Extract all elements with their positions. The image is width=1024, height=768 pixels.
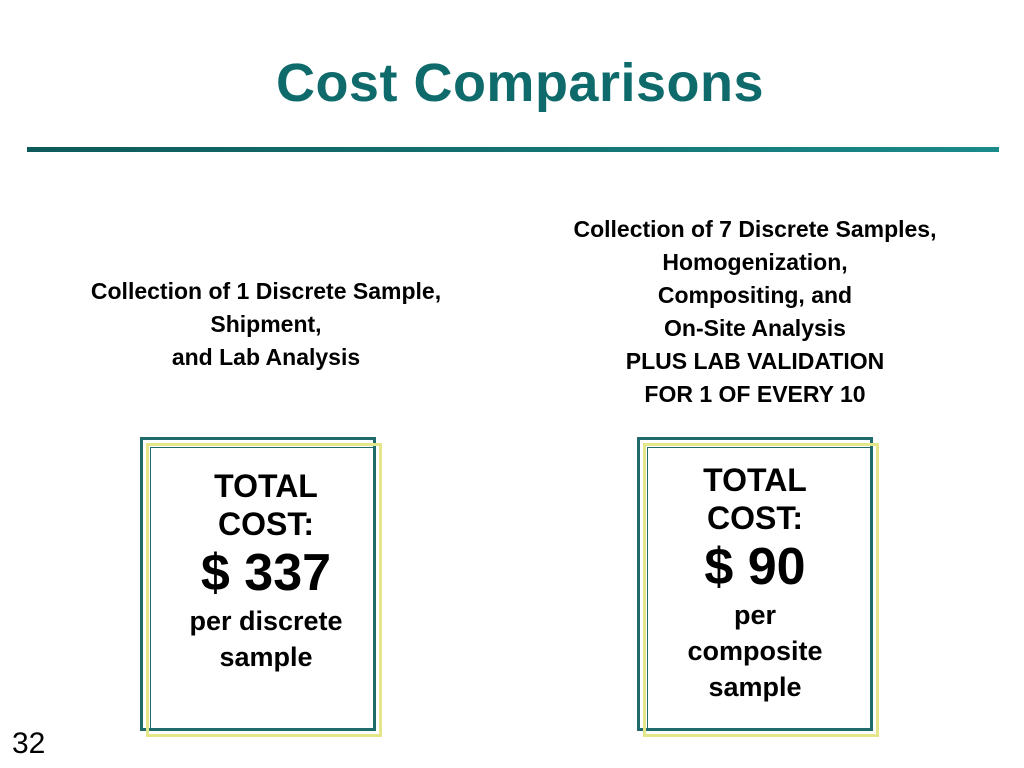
right-description-line: FOR 1 OF EVERY 10 bbox=[644, 381, 866, 407]
left-description-line: and Lab Analysis bbox=[171, 344, 361, 370]
cost-amount: $ 337 bbox=[200, 544, 332, 602]
right-box-inner-frame bbox=[647, 447, 873, 731]
right-box-content: TOTAL COST: $ 90 per composite sample bbox=[637, 461, 873, 705]
right-description-line: PLUS LAB VALIDATION bbox=[625, 348, 885, 374]
total-cost-label: COST: bbox=[218, 506, 314, 542]
left-box-outer-frame bbox=[140, 437, 376, 731]
right-description: Collection of 7 Discrete Samples, Homoge… bbox=[505, 213, 1005, 411]
left-description-line: Collection of 1 Discrete Sample, bbox=[90, 278, 442, 304]
cost-unit: per bbox=[733, 600, 777, 630]
right-box-outer-frame bbox=[637, 437, 873, 731]
left-description: Collection of 1 Discrete Sample, Shipmen… bbox=[30, 275, 502, 374]
cost-amount: $ 90 bbox=[704, 538, 806, 596]
cost-unit: sample bbox=[219, 642, 313, 672]
left-description-line: Shipment, bbox=[210, 311, 322, 337]
total-cost-label: TOTAL bbox=[703, 462, 807, 498]
cost-unit: per discrete bbox=[189, 606, 343, 636]
left-box-highlight-frame bbox=[146, 443, 382, 737]
right-cost-box: TOTAL COST: $ 90 per composite sample bbox=[637, 437, 879, 741]
total-cost-label: TOTAL bbox=[214, 468, 318, 504]
right-box-highlight-frame bbox=[643, 443, 879, 737]
left-cost-box: TOTAL COST: $ 337 per discrete sample bbox=[140, 437, 384, 741]
right-description-line: Collection of 7 Discrete Samples, bbox=[573, 216, 937, 242]
page-number: 32 bbox=[12, 727, 46, 760]
cost-unit: composite bbox=[687, 636, 823, 666]
right-description-line: On-Site Analysis bbox=[664, 315, 846, 341]
slide-title: Cost Comparisons bbox=[275, 53, 765, 113]
left-box-inner-frame bbox=[150, 447, 376, 731]
left-box-content: TOTAL COST: $ 337 per discrete sample bbox=[148, 467, 384, 675]
right-description-line: Compositing, and bbox=[657, 282, 853, 308]
right-description-line: Homogenization, bbox=[662, 249, 848, 275]
title-divider bbox=[27, 147, 999, 152]
cost-unit: sample bbox=[708, 672, 802, 702]
total-cost-label: COST: bbox=[707, 500, 803, 536]
